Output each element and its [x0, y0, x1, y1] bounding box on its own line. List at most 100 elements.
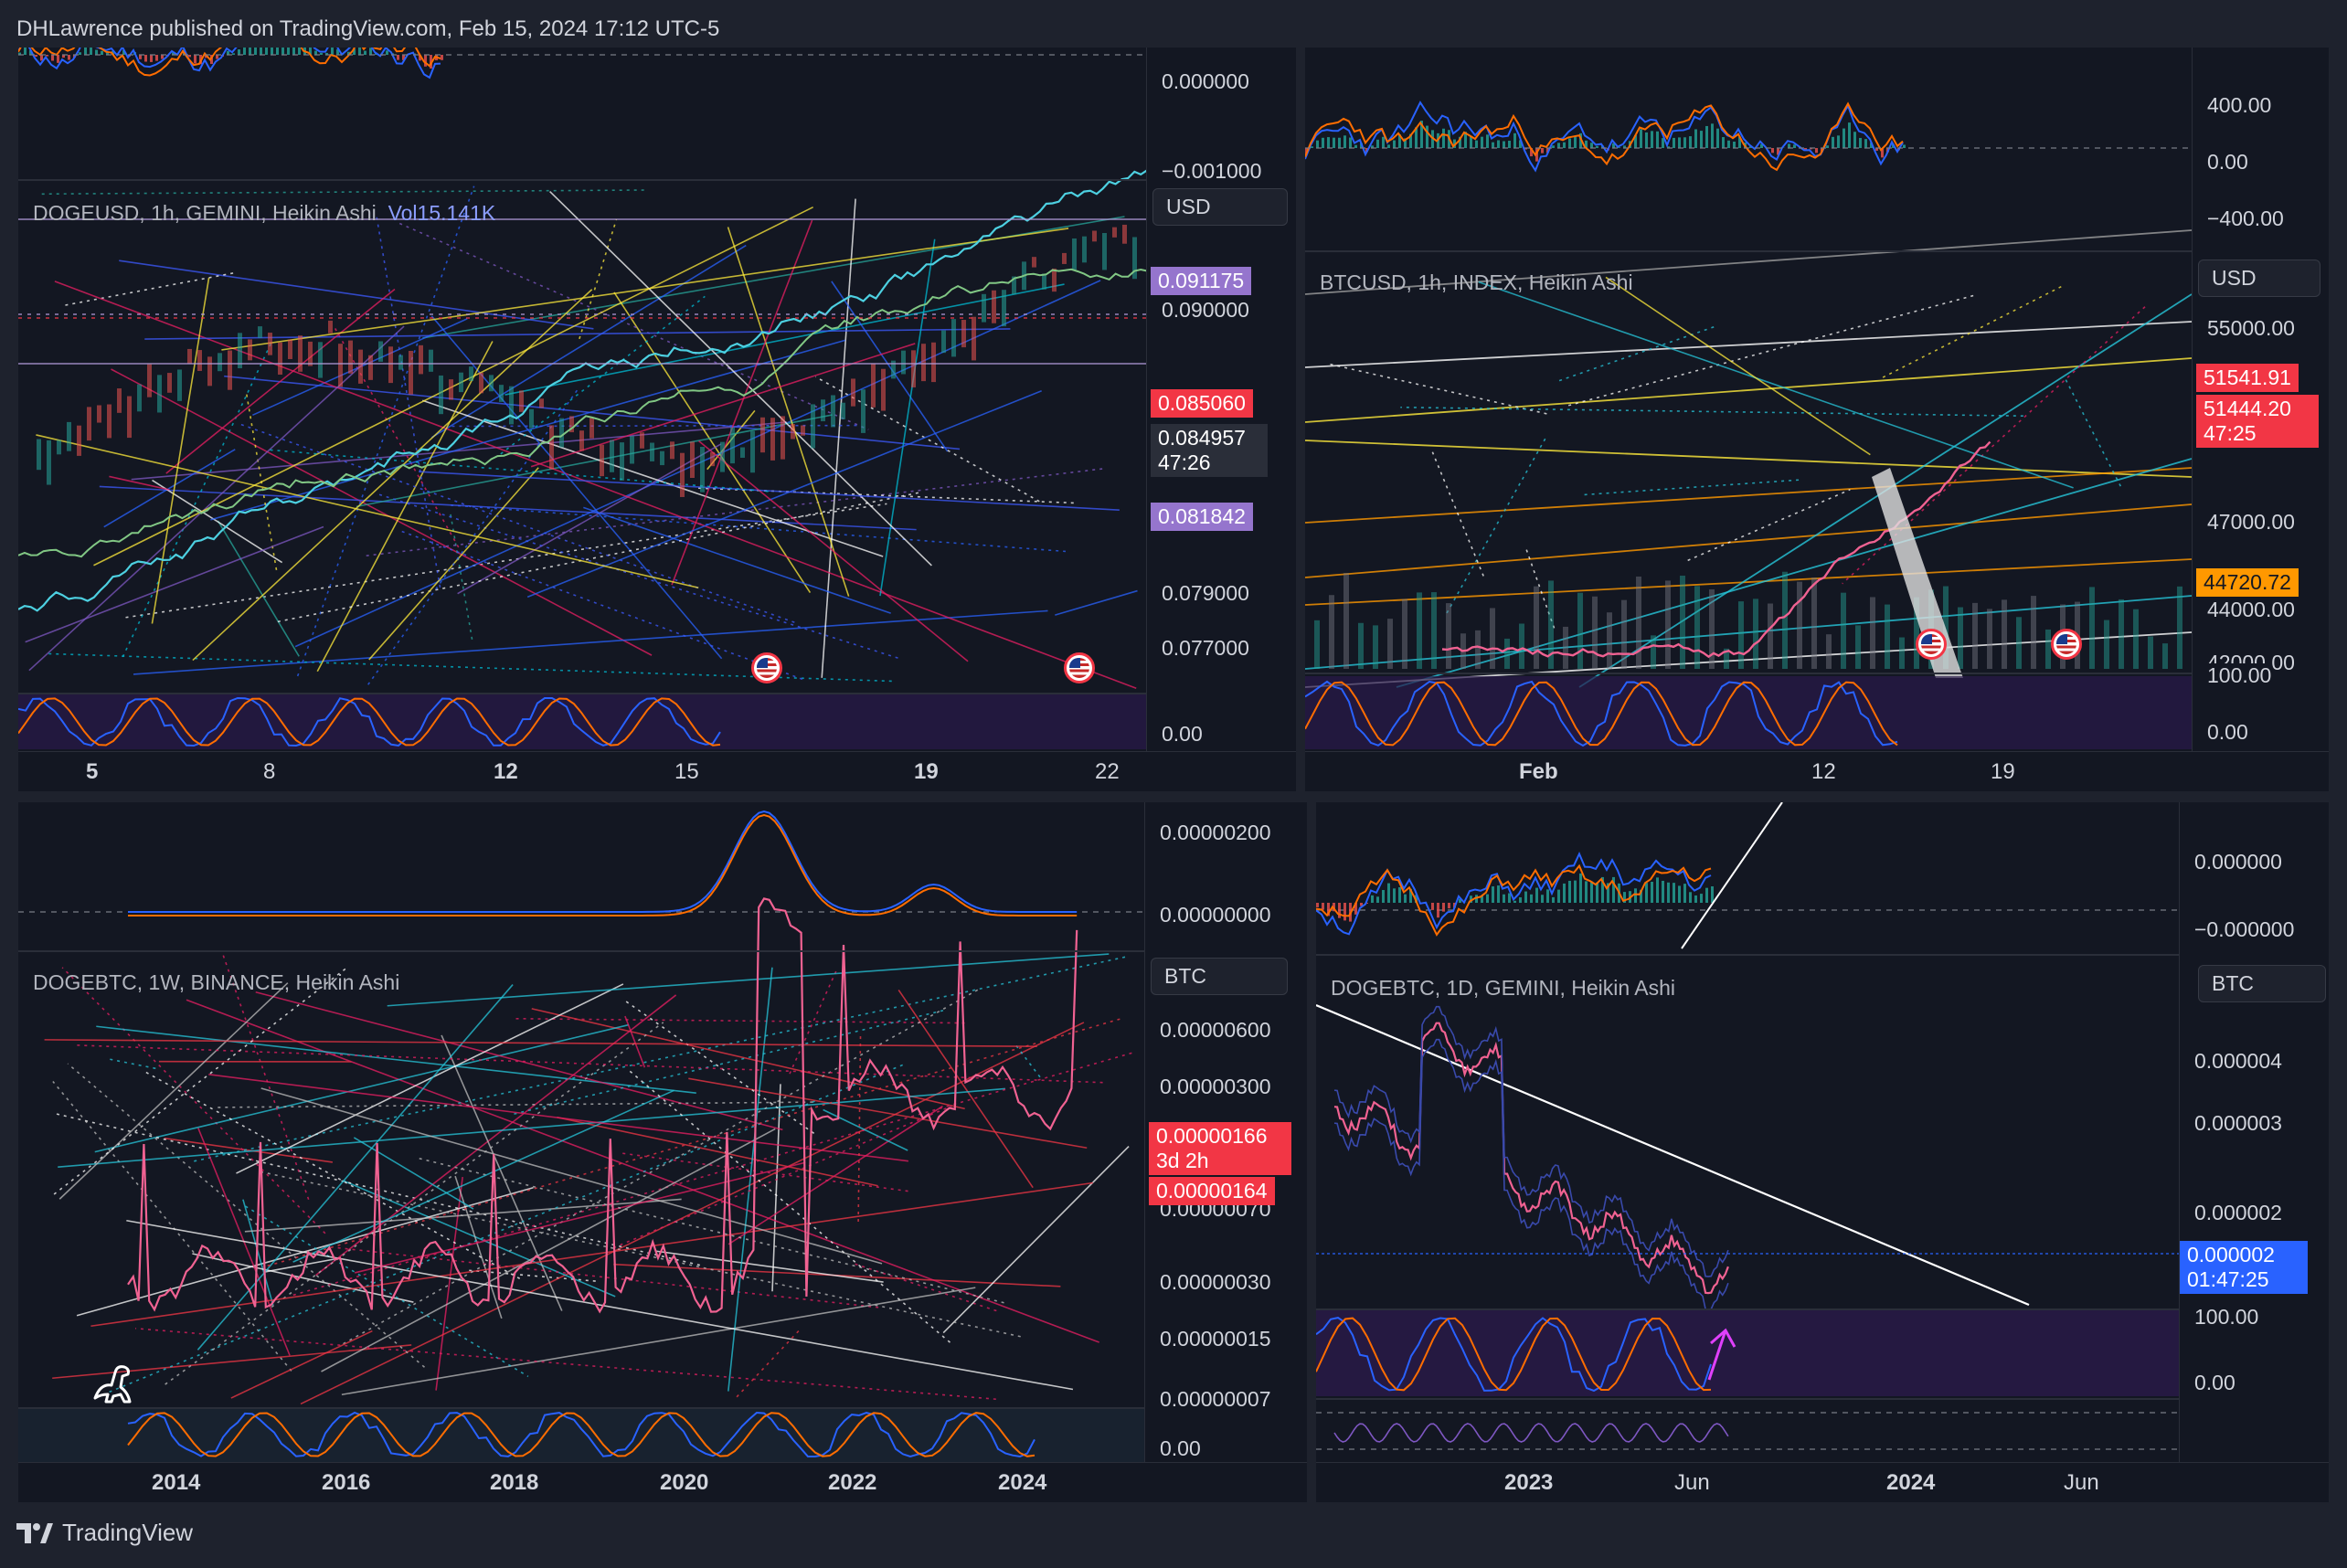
rsi-line [1334, 1424, 1728, 1442]
volume-bar [2162, 643, 2168, 669]
macd-br-hist [1393, 888, 1396, 903]
osc-tick: 0.00000000 [1160, 903, 1271, 927]
macd-tl-hist [249, 48, 251, 55]
macd-br-hist [1431, 903, 1434, 910]
chart-panel-dogeusd-1h[interactable]: DOGEUSD, 1h, GEMINI, Heikin Ashi Vol15.1… [18, 48, 1296, 791]
volume-bar [1314, 620, 1320, 669]
currency-button[interactable]: USD [2198, 260, 2320, 297]
volume-bar [2133, 609, 2139, 669]
candle [187, 349, 192, 364]
candle [851, 378, 855, 406]
x-tick: 2023 [1504, 1470, 1553, 1496]
price-axis[interactable]: 400.00 0.00 −400.00 USD 55000.00 51541.9… [2192, 48, 2329, 791]
price-label-red-top: 51541.91 [2196, 364, 2299, 392]
candle [429, 350, 433, 372]
x-tick: 5 [86, 759, 98, 785]
price-label-upper: 0.091175 [1151, 267, 1251, 295]
macd-tl-hist [57, 55, 59, 63]
macd-tl-hist [150, 55, 153, 62]
tradingview-footer[interactable]: TradingView [16, 1519, 193, 1547]
price-label-lower: 0.081842 [1151, 503, 1253, 531]
candle [911, 350, 916, 387]
x-tick: Jun [1674, 1470, 1710, 1496]
price-tick: 0.00000007 [1160, 1387, 1271, 1412]
us-flag-event-icon[interactable] [1916, 629, 1947, 660]
bar-countdown: 3d 2h [1156, 1149, 1284, 1173]
candle [1112, 228, 1117, 238]
time-axis[interactable]: 2023 Jun 2024 Jun [1316, 1462, 2329, 1502]
trend-line [1688, 490, 1851, 561]
macd-tl-hist [397, 55, 399, 60]
trend-line [1479, 282, 2074, 488]
macd-tr-hist [1393, 141, 1396, 148]
candle [288, 340, 292, 359]
price-tick: 0.00000015 [1160, 1327, 1271, 1351]
volume-bar [1446, 603, 1451, 669]
chart-canvas-dogeusd[interactable] [18, 48, 1296, 791]
candle [529, 409, 534, 429]
candle [167, 373, 172, 393]
price-axis[interactable]: 0.00000200 0.00000000 BTC 0.00000600 0.0… [1144, 802, 1307, 1502]
candle [650, 443, 654, 461]
macd-tr-hist [1426, 126, 1428, 148]
macd-tr-hist [1859, 138, 1862, 148]
macd-tr-hist [1832, 137, 1834, 148]
macd-tr-hist [1316, 141, 1319, 148]
time-axis[interactable]: 2014 2016 2018 2020 2022 2024 [18, 1462, 1307, 1502]
volume-bar [1607, 612, 1612, 669]
macd-tl-hist [194, 55, 196, 63]
osc-tick-neg: −0.001000 [1162, 159, 1261, 184]
x-tick: 2014 [152, 1470, 200, 1496]
trend-line [399, 224, 868, 430]
candle [127, 397, 132, 439]
price-tick-2: 0.079000 [1162, 581, 1249, 606]
stoch-tick: 100.00 [2207, 663, 2271, 688]
x-tick: 12 [494, 759, 518, 785]
candle [177, 369, 182, 400]
macd-br-hist [1656, 877, 1659, 903]
volume-bar [2104, 620, 2109, 669]
price-axis[interactable]: 0.000000 −0.001000 USD 0.091175 0.090000… [1146, 48, 1296, 791]
trend-line [342, 1287, 975, 1394]
trend-line [625, 1016, 644, 1067]
price-axis[interactable]: 0.000000 −0.000000 BTC 0.000004 0.000003… [2179, 802, 2329, 1502]
macd-tr-hist [1843, 129, 1845, 148]
us-flag-event-icon[interactable] [2051, 629, 2082, 660]
trend-line [62, 968, 325, 1234]
macd-tr-hist [1541, 148, 1544, 154]
stoch-tick: 0.00 [2207, 720, 2248, 745]
volume-bar [1563, 627, 1568, 669]
chart-panel-dogebtc-1d[interactable]: DOGEBTC, 1D, GEMINI, Heikin Ashi 0.00000… [1316, 802, 2329, 1502]
macd-br-hist [1530, 895, 1533, 903]
trend-line [93, 207, 812, 566]
macd-tr-hist [1645, 132, 1648, 148]
candle [770, 418, 775, 461]
chart-canvas-btcusd[interactable] [1305, 48, 2329, 791]
us-flag-event-icon[interactable] [1064, 652, 1095, 683]
price-label-last: 0.084957 47:26 [1151, 424, 1268, 477]
currency-button[interactable]: BTC [1151, 958, 1288, 995]
macd-br-hist [1662, 881, 1664, 903]
us-flag-event-icon[interactable] [751, 652, 782, 683]
price-line [1334, 1023, 1728, 1293]
time-axis[interactable]: Feb 12 19 [1305, 751, 2329, 791]
candle [378, 341, 383, 361]
chart-panel-dogebtc-1w[interactable]: DOGEBTC, 1W, BINANCE, Heikin Ashi 0.0000… [18, 802, 1307, 1502]
trend-line [293, 1090, 674, 1262]
candle [308, 342, 313, 366]
time-axis[interactable]: 5 8 12 15 19 22 [18, 751, 1296, 791]
chart-panel-btcusd-1h[interactable]: BTCUSD, 1h, INDEX, Heikin Ashi 400.00 0.… [1305, 48, 2329, 791]
trend-line [53, 1082, 292, 1372]
macd-br-hist [1442, 903, 1445, 912]
macd-tr-hist [1552, 145, 1555, 148]
currency-button[interactable]: BTC [2198, 965, 2326, 1002]
volume-bar [1768, 603, 1773, 669]
macd-br-hist [1398, 887, 1401, 903]
macd-tr-hist [1327, 137, 1330, 148]
chart-canvas-dogebtc-weekly[interactable] [18, 802, 1307, 1502]
macd-br-hist [1673, 883, 1675, 903]
candle [449, 379, 453, 399]
candle [791, 424, 795, 440]
currency-button[interactable]: USD [1152, 188, 1288, 226]
publication-header: DHLawrence published on TradingView.com,… [16, 16, 719, 42]
